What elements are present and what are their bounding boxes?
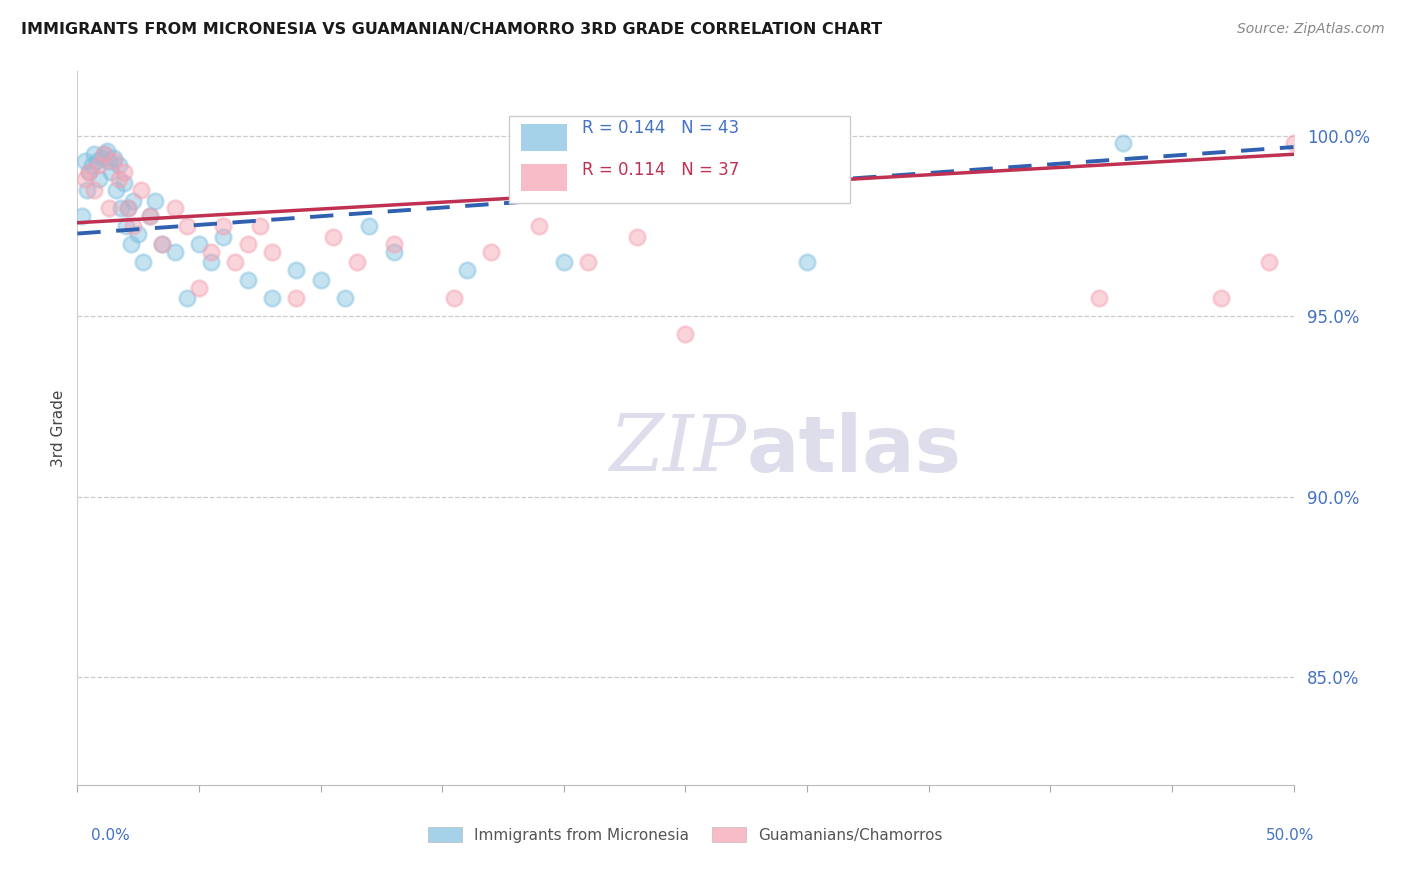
Point <box>86 154 108 169</box>
Point <box>70 209 93 223</box>
Point <box>127 227 149 241</box>
Point <box>79 165 101 179</box>
Point <box>139 209 162 223</box>
Point <box>200 255 222 269</box>
Point <box>83 183 105 197</box>
Point <box>626 230 648 244</box>
FancyBboxPatch shape <box>522 124 568 152</box>
Point <box>112 176 135 190</box>
Point <box>107 172 129 186</box>
Point <box>1282 136 1305 151</box>
Point <box>89 158 111 172</box>
Point <box>224 255 246 269</box>
Point <box>576 255 599 269</box>
Point <box>212 219 235 234</box>
Text: 0.0%: 0.0% <box>91 828 131 843</box>
Text: atlas: atlas <box>747 411 962 488</box>
Text: ZIP: ZIP <box>609 411 747 488</box>
Y-axis label: 3rd Grade: 3rd Grade <box>51 390 66 467</box>
Point <box>103 154 125 169</box>
Point <box>89 172 111 186</box>
Point <box>1088 292 1111 306</box>
Point <box>359 219 381 234</box>
Point <box>163 202 186 216</box>
Point <box>249 219 271 234</box>
Point <box>443 292 465 306</box>
Point <box>152 237 174 252</box>
Point <box>93 147 115 161</box>
Point <box>529 219 551 234</box>
Text: R = 0.114   N = 37: R = 0.114 N = 37 <box>582 161 740 178</box>
Point <box>80 158 103 172</box>
Point <box>236 273 259 287</box>
Point <box>382 237 405 252</box>
Legend: Immigrants from Micronesia, Guamanians/Chamorros: Immigrants from Micronesia, Guamanians/C… <box>422 821 949 848</box>
Text: 50.0%: 50.0% <box>1267 828 1315 843</box>
Point <box>76 183 98 197</box>
Point <box>1209 292 1232 306</box>
Point <box>90 151 112 165</box>
Point <box>1112 136 1135 151</box>
Point <box>212 230 235 244</box>
FancyBboxPatch shape <box>522 164 568 191</box>
Point <box>129 183 152 197</box>
Point <box>96 144 118 158</box>
Point <box>83 147 105 161</box>
Point <box>188 237 211 252</box>
Point <box>260 244 283 259</box>
Point <box>115 219 138 234</box>
Point <box>103 151 125 165</box>
Point <box>100 165 122 179</box>
Point <box>122 194 145 208</box>
Point <box>176 292 198 306</box>
Text: Source: ZipAtlas.com: Source: ZipAtlas.com <box>1237 22 1385 37</box>
Point <box>107 158 129 172</box>
Point <box>260 292 283 306</box>
Point <box>346 255 368 269</box>
Point <box>79 165 101 179</box>
Point <box>132 255 155 269</box>
FancyBboxPatch shape <box>509 116 849 203</box>
Text: IMMIGRANTS FROM MICRONESIA VS GUAMANIAN/CHAMORRO 3RD GRADE CORRELATION CHART: IMMIGRANTS FROM MICRONESIA VS GUAMANIAN/… <box>21 22 882 37</box>
Point <box>322 230 344 244</box>
Point <box>163 244 186 259</box>
Point <box>110 202 132 216</box>
Point <box>97 154 120 169</box>
Point <box>382 244 405 259</box>
Point <box>333 292 356 306</box>
Point <box>143 194 166 208</box>
Point <box>139 209 162 223</box>
Point <box>285 262 308 277</box>
Point <box>456 262 478 277</box>
Text: R = 0.144   N = 43: R = 0.144 N = 43 <box>582 120 740 137</box>
Point <box>93 147 115 161</box>
Point <box>120 237 142 252</box>
Point <box>152 237 174 252</box>
Point <box>236 237 259 252</box>
Point <box>1258 255 1281 269</box>
Point <box>117 202 139 216</box>
Point <box>200 244 222 259</box>
Point <box>122 219 145 234</box>
Point <box>675 327 697 342</box>
Point <box>73 154 96 169</box>
Point <box>112 165 135 179</box>
Point <box>553 255 575 269</box>
Point <box>479 244 502 259</box>
Point <box>97 202 120 216</box>
Point <box>176 219 198 234</box>
Point <box>796 255 818 269</box>
Point <box>105 183 128 197</box>
Point <box>117 202 139 216</box>
Point <box>73 172 96 186</box>
Point <box>188 280 211 294</box>
Point <box>309 273 332 287</box>
Point <box>285 292 308 306</box>
